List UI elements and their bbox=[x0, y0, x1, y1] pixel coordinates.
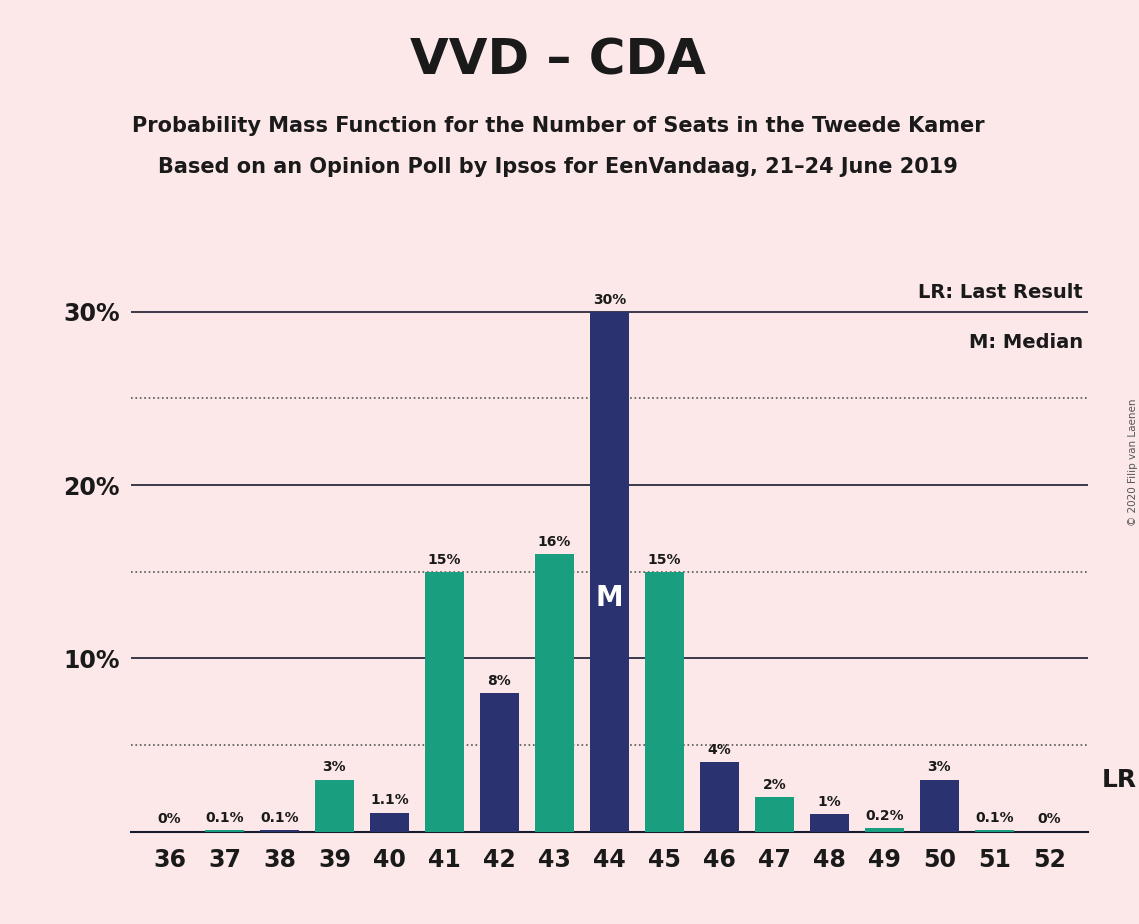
Text: Probability Mass Function for the Number of Seats in the Tweede Kamer: Probability Mass Function for the Number… bbox=[132, 116, 984, 136]
Text: 2%: 2% bbox=[762, 778, 786, 792]
Text: 0.1%: 0.1% bbox=[260, 810, 298, 824]
Bar bbox=[810, 814, 849, 832]
Text: 1.1%: 1.1% bbox=[370, 794, 409, 808]
Text: © 2020 Filip van Laenen: © 2020 Filip van Laenen bbox=[1129, 398, 1138, 526]
Text: M: M bbox=[596, 584, 623, 612]
Bar bbox=[481, 693, 518, 832]
Bar bbox=[700, 762, 738, 832]
Text: 15%: 15% bbox=[648, 553, 681, 566]
Bar bbox=[316, 780, 354, 832]
Text: 3%: 3% bbox=[322, 760, 346, 774]
Bar bbox=[370, 812, 409, 832]
Text: 16%: 16% bbox=[538, 535, 571, 549]
Text: 0.2%: 0.2% bbox=[865, 808, 903, 823]
Text: VVD – CDA: VVD – CDA bbox=[410, 37, 706, 85]
Bar bbox=[975, 830, 1014, 832]
Text: 0.1%: 0.1% bbox=[975, 810, 1014, 824]
Bar bbox=[755, 796, 794, 832]
Text: LR: Last Result: LR: Last Result bbox=[918, 283, 1083, 302]
Text: Based on an Opinion Poll by Ipsos for EenVandaag, 21–24 June 2019: Based on an Opinion Poll by Ipsos for Ee… bbox=[158, 157, 958, 177]
Bar bbox=[205, 830, 244, 832]
Bar bbox=[425, 572, 464, 832]
Text: 30%: 30% bbox=[592, 293, 626, 307]
Text: 1%: 1% bbox=[818, 795, 842, 809]
Bar bbox=[865, 828, 903, 832]
Bar bbox=[645, 572, 683, 832]
Text: 0%: 0% bbox=[1038, 812, 1062, 826]
Bar bbox=[590, 312, 629, 832]
Bar bbox=[920, 780, 959, 832]
Text: M: Median: M: Median bbox=[969, 333, 1083, 352]
Text: 4%: 4% bbox=[707, 743, 731, 757]
Bar bbox=[535, 554, 574, 832]
Text: 0.1%: 0.1% bbox=[205, 810, 244, 824]
Text: 15%: 15% bbox=[427, 553, 461, 566]
Bar bbox=[260, 830, 298, 832]
Text: 8%: 8% bbox=[487, 674, 511, 687]
Text: 3%: 3% bbox=[927, 760, 951, 774]
Text: LR: LR bbox=[1103, 768, 1137, 792]
Text: 0%: 0% bbox=[157, 812, 181, 826]
